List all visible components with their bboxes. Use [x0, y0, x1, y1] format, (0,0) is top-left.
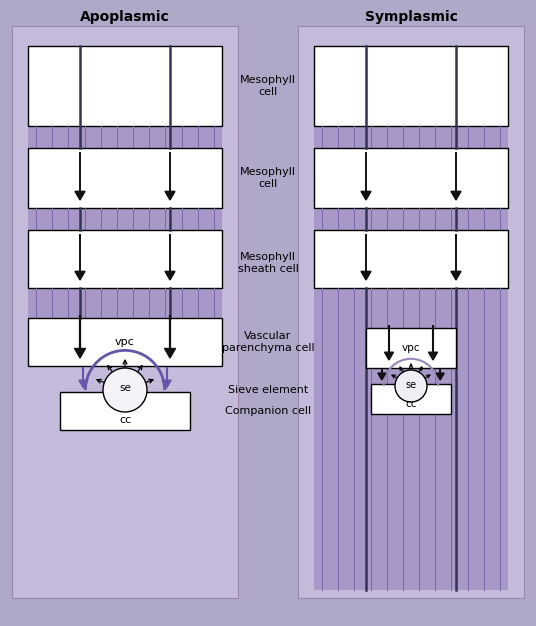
Bar: [314, 288, 508, 590]
Text: cc: cc: [405, 399, 417, 409]
Text: Mesophyll
cell: Mesophyll cell: [240, 75, 296, 97]
Polygon shape: [79, 380, 88, 388]
Bar: [314, 148, 508, 208]
Polygon shape: [436, 373, 444, 380]
Circle shape: [395, 370, 427, 402]
Polygon shape: [384, 352, 393, 360]
Bar: [12, 26, 238, 598]
Polygon shape: [361, 192, 371, 200]
Text: Vascular
parenchyma cell: Vascular parenchyma cell: [222, 331, 314, 353]
Bar: [298, 26, 524, 598]
Text: se: se: [405, 380, 416, 390]
Text: Apoplasmic: Apoplasmic: [80, 10, 170, 24]
Text: Companion cell: Companion cell: [225, 406, 311, 416]
Polygon shape: [451, 192, 461, 200]
Polygon shape: [451, 271, 461, 280]
Bar: [314, 230, 508, 288]
Polygon shape: [165, 271, 175, 280]
Bar: [28, 208, 222, 230]
Text: Sieve element: Sieve element: [228, 385, 308, 395]
Polygon shape: [165, 349, 175, 358]
Bar: [28, 46, 222, 126]
Polygon shape: [428, 352, 437, 360]
Bar: [28, 230, 222, 288]
Polygon shape: [75, 271, 85, 280]
Polygon shape: [75, 349, 86, 358]
Bar: [28, 126, 222, 148]
Polygon shape: [75, 192, 85, 200]
Text: vpc: vpc: [402, 343, 420, 353]
Bar: [60, 392, 190, 430]
Text: Mesophyll
sheath cell: Mesophyll sheath cell: [237, 252, 299, 274]
Text: Symplasmic: Symplasmic: [364, 10, 457, 24]
Bar: [28, 288, 222, 318]
Bar: [314, 208, 508, 230]
Text: cc: cc: [119, 415, 131, 425]
Bar: [28, 148, 222, 208]
Polygon shape: [162, 380, 171, 388]
Text: Mesophyll
cell: Mesophyll cell: [240, 167, 296, 189]
Bar: [314, 46, 508, 126]
Text: vpc: vpc: [115, 337, 135, 347]
Bar: [366, 328, 456, 368]
Text: se: se: [119, 383, 131, 393]
Polygon shape: [378, 373, 386, 380]
Polygon shape: [165, 192, 175, 200]
Bar: [314, 126, 508, 148]
Bar: [28, 318, 222, 366]
Circle shape: [103, 368, 147, 412]
Bar: [371, 384, 451, 414]
Polygon shape: [361, 271, 371, 280]
